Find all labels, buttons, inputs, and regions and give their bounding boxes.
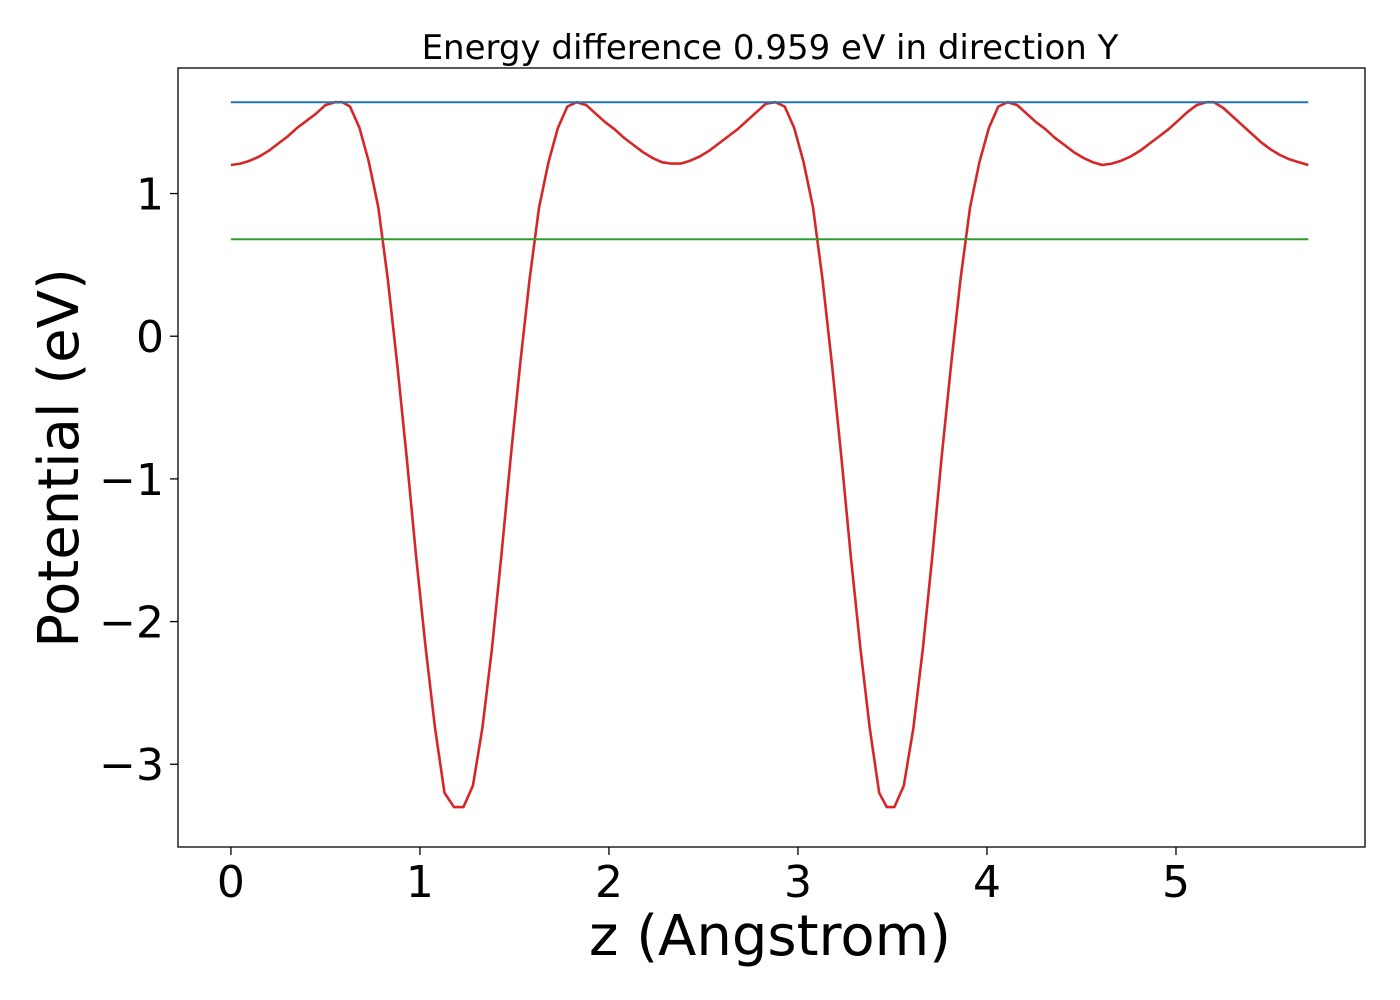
plot-frame bbox=[177, 67, 1366, 848]
x-tick-label: 1 bbox=[406, 857, 434, 908]
x-tick-label: 0 bbox=[217, 857, 245, 908]
y-tick-label: −3 bbox=[99, 740, 164, 791]
x-tick-label: 4 bbox=[973, 857, 1001, 908]
x-axis: 0 1 2 3 4 5 bbox=[217, 847, 1190, 908]
y-tick-label: −2 bbox=[99, 598, 164, 649]
chart-title: Energy difference 0.959 eV in direction … bbox=[422, 28, 1119, 68]
y-axis: −3 −2 −1 0 1 bbox=[99, 170, 178, 791]
y-tick-label: 1 bbox=[136, 170, 164, 221]
y-tick-label: −1 bbox=[99, 455, 164, 506]
y-tick-label: 0 bbox=[136, 312, 164, 363]
x-tick-label: 3 bbox=[784, 857, 812, 908]
y-axis-title: Potential (eV) bbox=[27, 268, 92, 648]
series-layer bbox=[230, 100, 1309, 809]
series-line-0 bbox=[230, 100, 1309, 809]
x-tick-label: 5 bbox=[1162, 857, 1190, 908]
x-axis-title: z (Angstrom) bbox=[589, 904, 951, 969]
x-tick-label: 2 bbox=[595, 857, 623, 908]
